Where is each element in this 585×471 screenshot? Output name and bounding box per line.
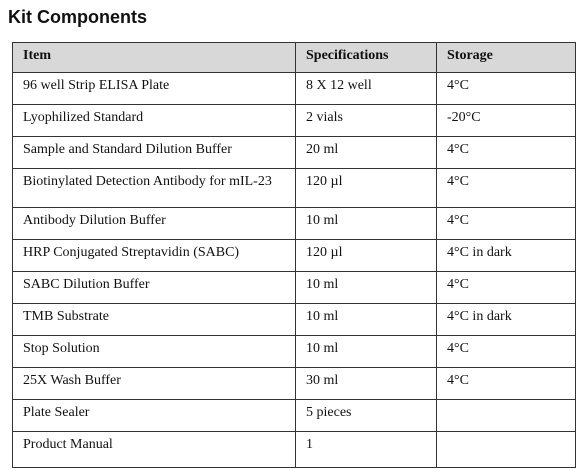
- table-cell: 4°C: [436, 136, 576, 169]
- table-cell: Biotinylated Detection Antibody for mIL-…: [12, 168, 296, 208]
- table-row: Biotinylated Detection Antibody for mIL-…: [12, 168, 576, 208]
- table-cell: Sample and Standard Dilution Buffer: [12, 136, 296, 169]
- table-cell: 4°C: [436, 271, 576, 304]
- table-cell: Stop Solution: [12, 335, 296, 368]
- table-cell: 25X Wash Buffer: [12, 367, 296, 400]
- table-row: 25X Wash Buffer 30 ml 4°C: [12, 367, 576, 400]
- table-cell: 5 pieces: [295, 399, 437, 432]
- table-cell: 2 vials: [295, 104, 437, 137]
- table-cell: 4°C in dark: [436, 239, 576, 272]
- table-cell: SABC Dilution Buffer: [12, 271, 296, 304]
- column-header: Specifications: [295, 42, 437, 73]
- table-row: Lyophilized Standard 2 vials -20°C: [12, 104, 576, 137]
- table-cell: 120 µl: [295, 168, 437, 208]
- table-row: HRP Conjugated Streptavidin (SABC) 120 µl…: [12, 239, 576, 272]
- table-cell: [436, 431, 576, 468]
- table-row: Stop Solution 10 ml 4°C: [12, 335, 576, 368]
- table-cell: 4°C: [436, 335, 576, 368]
- table-cell: 10 ml: [295, 303, 437, 336]
- table-row: TMB Substrate 10 ml 4°C in dark: [12, 303, 576, 336]
- table-cell: 4°C: [436, 367, 576, 400]
- table-cell: 4°C: [436, 207, 576, 240]
- table-cell: Plate Sealer: [12, 399, 296, 432]
- table-row: Product Manual 1: [12, 431, 576, 468]
- table-cell: 10 ml: [295, 271, 437, 304]
- column-header: Item: [12, 42, 296, 73]
- components-table: Item Specifications Storage 96 well Strip …: [12, 42, 576, 468]
- table-cell: [436, 399, 576, 432]
- table-cell: Product Manual: [12, 431, 296, 468]
- table-cell: 10 ml: [295, 207, 437, 240]
- table-cell: 8 X 12 well: [295, 72, 437, 105]
- table-cell: 4°C in dark: [436, 303, 576, 336]
- table-cell: 4°C: [436, 168, 576, 208]
- table-cell: 1: [295, 431, 437, 468]
- table-row: Antibody Dilution Buffer 10 ml 4°C: [12, 207, 576, 240]
- header-row: Item Specifications Storage: [12, 42, 576, 73]
- table-cell: 4°C: [436, 72, 576, 105]
- table-row: SABC Dilution Buffer 10 ml 4°C: [12, 271, 576, 304]
- table-cell: 20 ml: [295, 136, 437, 169]
- table-row: Sample and Standard Dilution Buffer 20 ml…: [12, 136, 576, 169]
- table-cell: 10 ml: [295, 335, 437, 368]
- table-cell: TMB Substrate: [12, 303, 296, 336]
- table-row: Plate Sealer 5 pieces: [12, 399, 576, 432]
- table-cell: 120 µl: [295, 239, 437, 272]
- table-cell: Antibody Dilution Buffer: [12, 207, 296, 240]
- table-cell: -20°C: [436, 104, 576, 137]
- table-cell: Lyophilized Standard: [12, 104, 296, 137]
- table-row: 96 well Strip ELISA Plate 8 X 12 well 4°C: [12, 72, 576, 105]
- title: Kit Components: [8, 7, 147, 27]
- table-cell: 30 ml: [295, 367, 437, 400]
- table-cell: 96 well Strip ELISA Plate: [12, 72, 296, 105]
- column-header: Storage: [436, 42, 576, 73]
- table-cell: HRP Conjugated Streptavidin (SABC): [12, 239, 296, 272]
